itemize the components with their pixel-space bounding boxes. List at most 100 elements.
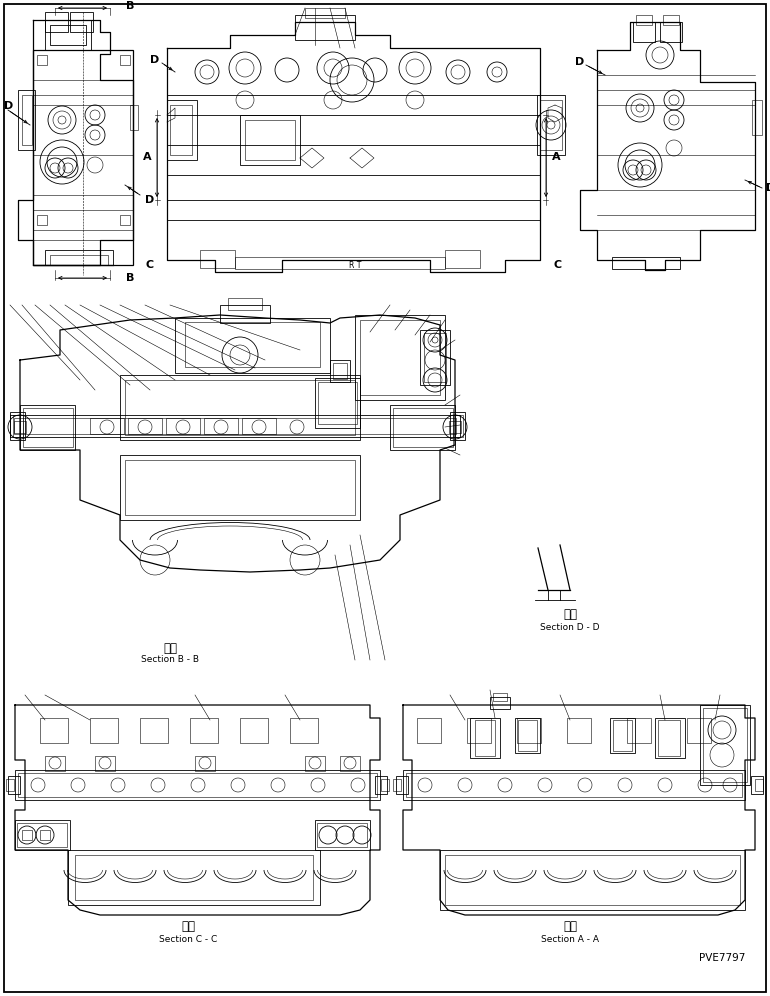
- Bar: [90, 718, 118, 743]
- Bar: [658, 720, 680, 756]
- Bar: [612, 257, 680, 269]
- Bar: [449, 421, 461, 433]
- Bar: [130, 105, 138, 130]
- Bar: [340, 756, 360, 771]
- Bar: [381, 779, 389, 791]
- Bar: [318, 382, 357, 424]
- Bar: [45, 756, 65, 771]
- Bar: [453, 415, 463, 437]
- Bar: [40, 830, 50, 840]
- Bar: [467, 718, 491, 743]
- Bar: [50, 25, 86, 45]
- Bar: [167, 100, 197, 160]
- Text: 断面: 断面: [163, 641, 177, 654]
- Bar: [15, 820, 70, 850]
- Bar: [22, 830, 32, 840]
- Bar: [655, 718, 685, 758]
- Text: A: A: [551, 152, 561, 162]
- Bar: [120, 375, 360, 440]
- Bar: [493, 693, 507, 701]
- Bar: [490, 697, 510, 709]
- Bar: [751, 776, 763, 794]
- Bar: [663, 15, 679, 25]
- Bar: [295, 15, 355, 40]
- Bar: [120, 455, 360, 520]
- Bar: [70, 12, 93, 20]
- Bar: [470, 718, 500, 758]
- Bar: [37, 215, 47, 225]
- Bar: [537, 95, 565, 155]
- Bar: [50, 255, 108, 265]
- Bar: [636, 15, 652, 25]
- Bar: [445, 855, 740, 905]
- Bar: [424, 333, 446, 382]
- Bar: [175, 318, 330, 373]
- Text: C: C: [554, 260, 562, 270]
- Bar: [375, 776, 387, 794]
- Bar: [75, 855, 313, 900]
- Text: Section B - B: Section B - B: [141, 655, 199, 664]
- Text: D: D: [150, 55, 159, 65]
- Bar: [633, 22, 655, 42]
- Bar: [755, 779, 763, 791]
- Text: D: D: [766, 183, 770, 193]
- Bar: [333, 363, 347, 379]
- Text: D: D: [575, 57, 584, 67]
- Bar: [517, 718, 541, 743]
- Bar: [170, 105, 192, 155]
- Text: C: C: [146, 260, 154, 270]
- Bar: [687, 718, 711, 743]
- Bar: [390, 405, 455, 450]
- Text: Section D - D: Section D - D: [541, 622, 600, 631]
- Bar: [33, 50, 133, 265]
- Text: PVE7797: PVE7797: [698, 953, 745, 963]
- Bar: [700, 705, 750, 785]
- Bar: [120, 215, 130, 225]
- Bar: [305, 756, 325, 771]
- Bar: [6, 779, 14, 791]
- Bar: [242, 418, 276, 434]
- Text: D: D: [145, 195, 154, 205]
- Bar: [18, 90, 35, 150]
- Text: D: D: [4, 101, 13, 111]
- Bar: [90, 418, 124, 434]
- Text: B: B: [126, 1, 134, 11]
- Bar: [240, 115, 300, 165]
- Bar: [355, 315, 445, 400]
- Bar: [37, 55, 47, 65]
- Bar: [420, 330, 450, 385]
- Bar: [15, 770, 380, 800]
- Bar: [22, 95, 32, 145]
- Bar: [125, 460, 355, 515]
- Bar: [475, 720, 495, 756]
- Bar: [518, 720, 537, 751]
- Bar: [515, 718, 540, 753]
- Bar: [45, 20, 68, 32]
- Bar: [627, 718, 651, 743]
- Bar: [235, 257, 445, 269]
- Bar: [190, 718, 218, 743]
- Bar: [45, 250, 113, 265]
- Bar: [305, 8, 345, 18]
- Bar: [8, 776, 20, 794]
- Bar: [290, 718, 318, 743]
- Bar: [128, 418, 162, 434]
- Bar: [245, 120, 295, 160]
- Bar: [195, 756, 215, 771]
- Bar: [406, 773, 742, 797]
- Bar: [220, 305, 270, 323]
- Text: B: B: [126, 273, 134, 283]
- Bar: [417, 718, 441, 743]
- Text: R T: R T: [349, 261, 361, 270]
- Bar: [240, 718, 268, 743]
- Bar: [95, 756, 115, 771]
- Bar: [18, 773, 377, 797]
- Bar: [403, 770, 745, 800]
- Text: A: A: [142, 152, 152, 162]
- Bar: [703, 708, 747, 782]
- Bar: [14, 421, 26, 433]
- Bar: [330, 360, 350, 382]
- Bar: [40, 718, 68, 743]
- Text: Section A - A: Section A - A: [541, 934, 599, 943]
- Bar: [45, 20, 91, 50]
